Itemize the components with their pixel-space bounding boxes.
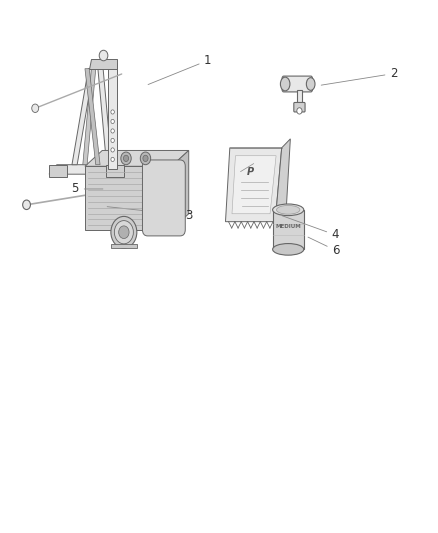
Circle shape bbox=[111, 139, 114, 142]
Circle shape bbox=[121, 152, 131, 165]
Polygon shape bbox=[226, 148, 282, 222]
Text: MEDIUM: MEDIUM bbox=[276, 224, 301, 229]
Polygon shape bbox=[171, 150, 189, 230]
Polygon shape bbox=[49, 165, 124, 174]
FancyBboxPatch shape bbox=[111, 244, 137, 248]
Circle shape bbox=[111, 129, 114, 133]
Circle shape bbox=[111, 148, 114, 152]
Polygon shape bbox=[272, 210, 304, 249]
Polygon shape bbox=[297, 90, 303, 104]
Polygon shape bbox=[85, 150, 189, 166]
Ellipse shape bbox=[276, 205, 300, 214]
Text: 5: 5 bbox=[71, 182, 79, 196]
Polygon shape bbox=[98, 69, 112, 165]
Polygon shape bbox=[85, 166, 150, 230]
Polygon shape bbox=[89, 59, 117, 69]
Ellipse shape bbox=[272, 204, 304, 216]
Polygon shape bbox=[232, 156, 276, 214]
Polygon shape bbox=[106, 165, 124, 177]
Circle shape bbox=[99, 50, 108, 61]
Circle shape bbox=[297, 108, 302, 114]
Text: 6: 6 bbox=[332, 244, 339, 257]
Circle shape bbox=[124, 155, 129, 161]
Circle shape bbox=[140, 152, 151, 165]
Polygon shape bbox=[49, 165, 67, 177]
Ellipse shape bbox=[280, 77, 290, 91]
Text: 3: 3 bbox=[185, 209, 192, 222]
Ellipse shape bbox=[306, 78, 315, 90]
Circle shape bbox=[143, 155, 148, 161]
Text: 4: 4 bbox=[332, 229, 339, 241]
Ellipse shape bbox=[272, 244, 304, 255]
Text: P: P bbox=[247, 166, 254, 176]
FancyBboxPatch shape bbox=[142, 160, 185, 236]
FancyBboxPatch shape bbox=[282, 76, 312, 92]
Circle shape bbox=[111, 157, 114, 161]
Polygon shape bbox=[85, 69, 100, 165]
Circle shape bbox=[23, 200, 31, 209]
FancyBboxPatch shape bbox=[294, 102, 305, 112]
Circle shape bbox=[111, 216, 137, 248]
Text: 1: 1 bbox=[204, 54, 212, 67]
Polygon shape bbox=[275, 139, 290, 222]
Circle shape bbox=[119, 226, 129, 239]
Polygon shape bbox=[72, 69, 94, 165]
Polygon shape bbox=[108, 63, 117, 169]
Circle shape bbox=[114, 221, 134, 244]
Text: 2: 2 bbox=[390, 67, 398, 80]
Polygon shape bbox=[83, 69, 96, 165]
Circle shape bbox=[32, 104, 39, 112]
Circle shape bbox=[111, 119, 114, 124]
Circle shape bbox=[111, 110, 114, 114]
